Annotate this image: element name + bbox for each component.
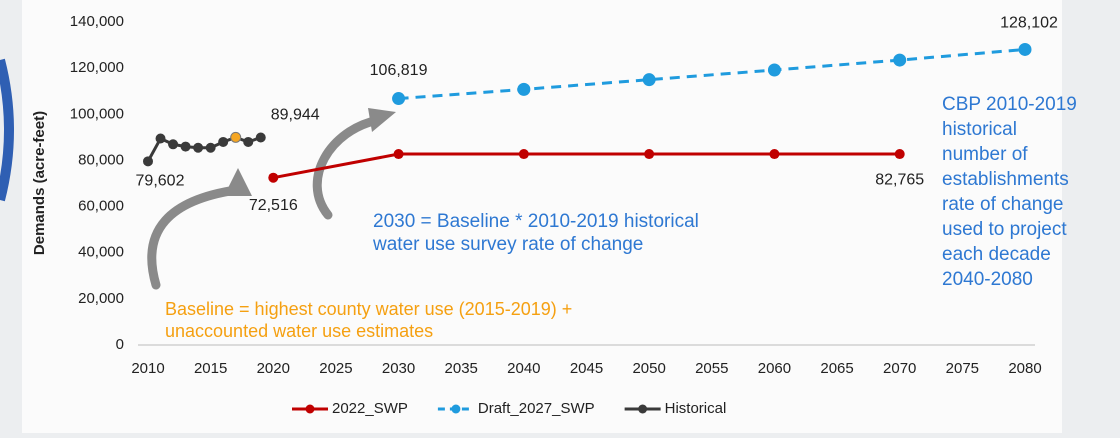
x-tick-label: 2070 <box>883 360 916 377</box>
data-point <box>243 136 254 147</box>
chart-background <box>22 0 1062 433</box>
x-tick-label: 2060 <box>758 360 791 377</box>
annotation: 2030 = Baseline * 2010-2019 historical <box>373 211 699 232</box>
annotation: each decade <box>942 244 1051 265</box>
annotation: number of <box>942 144 1028 165</box>
x-tick-label: 2035 <box>445 360 478 377</box>
x-tick-label: 2055 <box>695 360 728 377</box>
y-tick-label: 60,000 <box>78 198 124 215</box>
annotation: unaccounted water use estimates <box>165 321 433 341</box>
legend-marker <box>451 404 461 414</box>
data-point <box>218 136 229 147</box>
data-point <box>392 92 406 106</box>
arrow-head <box>224 168 252 196</box>
x-tick-label: 2010 <box>131 360 164 377</box>
y-tick-label: 100,000 <box>70 105 124 122</box>
annotation: historical <box>942 119 1017 140</box>
data-point <box>893 53 907 67</box>
y-tick-label: 140,000 <box>70 13 124 30</box>
annotation: used to project <box>942 219 1067 240</box>
data-point <box>193 142 204 153</box>
annotation: rate of change <box>942 194 1063 215</box>
data-point <box>180 141 191 152</box>
y-axis-title: Demands (acre-feet) <box>31 111 48 255</box>
arrow-head <box>368 108 396 132</box>
data-label: 128,102 <box>1000 15 1058 32</box>
y-tick-label: 0 <box>116 336 124 353</box>
series-line <box>146 135 262 163</box>
data-label: 82,765 <box>875 171 924 188</box>
x-tick-label: 2040 <box>507 360 540 377</box>
annotation: 2040-2080 <box>942 269 1033 290</box>
legend-label: Historical <box>665 400 727 417</box>
data-point <box>143 156 153 167</box>
arrow <box>147 185 241 290</box>
data-label: 89,944 <box>271 107 320 124</box>
y-tick-label: 120,000 <box>70 59 124 76</box>
annotation: Baseline = highest county water use (201… <box>165 299 572 319</box>
x-tick-label: 2030 <box>382 360 415 377</box>
x-tick-label: 2045 <box>570 360 603 377</box>
data-label: 106,819 <box>370 62 428 79</box>
data-point <box>767 63 781 77</box>
x-tick-label: 2015 <box>194 360 227 377</box>
decoration-arc <box>0 58 14 202</box>
x-tick-label: 2065 <box>820 360 853 377</box>
x-tick-label: 2075 <box>946 360 979 377</box>
data-point <box>894 149 905 160</box>
annotation: water use survey rate of change <box>372 234 643 255</box>
y-tick-label: 40,000 <box>78 244 124 261</box>
data-point <box>1018 42 1032 56</box>
data-point <box>642 73 656 87</box>
legend-marker <box>305 404 315 414</box>
data-label: 72,516 <box>249 197 298 214</box>
data-point <box>268 172 279 183</box>
annotation: CBP 2010-2019 <box>942 94 1077 115</box>
legend-label: Draft_2027_SWP <box>478 400 595 417</box>
data-point <box>168 139 179 150</box>
arrow <box>312 115 383 220</box>
legend-label: 2022_SWP <box>332 400 408 417</box>
series-line <box>398 47 1026 101</box>
legend-marker <box>638 404 648 414</box>
data-point <box>393 149 404 160</box>
annotation: establishments <box>942 169 1069 190</box>
x-tick-label: 2020 <box>257 360 290 377</box>
y-tick-label: 80,000 <box>78 151 124 168</box>
data-point <box>155 133 166 144</box>
data-point <box>518 149 529 160</box>
data-point <box>517 82 531 96</box>
x-tick-label: 2025 <box>319 360 352 377</box>
y-tick-label: 20,000 <box>78 290 124 307</box>
data-point <box>255 132 266 143</box>
x-tick-label: 2080 <box>1008 360 1041 377</box>
data-point <box>644 149 655 160</box>
data-label: 79,602 <box>136 173 185 190</box>
arrows <box>147 115 383 290</box>
data-point <box>205 142 216 153</box>
data-point <box>230 131 242 143</box>
data-point <box>769 149 780 160</box>
series-line <box>273 152 900 180</box>
x-tick-label: 2050 <box>632 360 665 377</box>
